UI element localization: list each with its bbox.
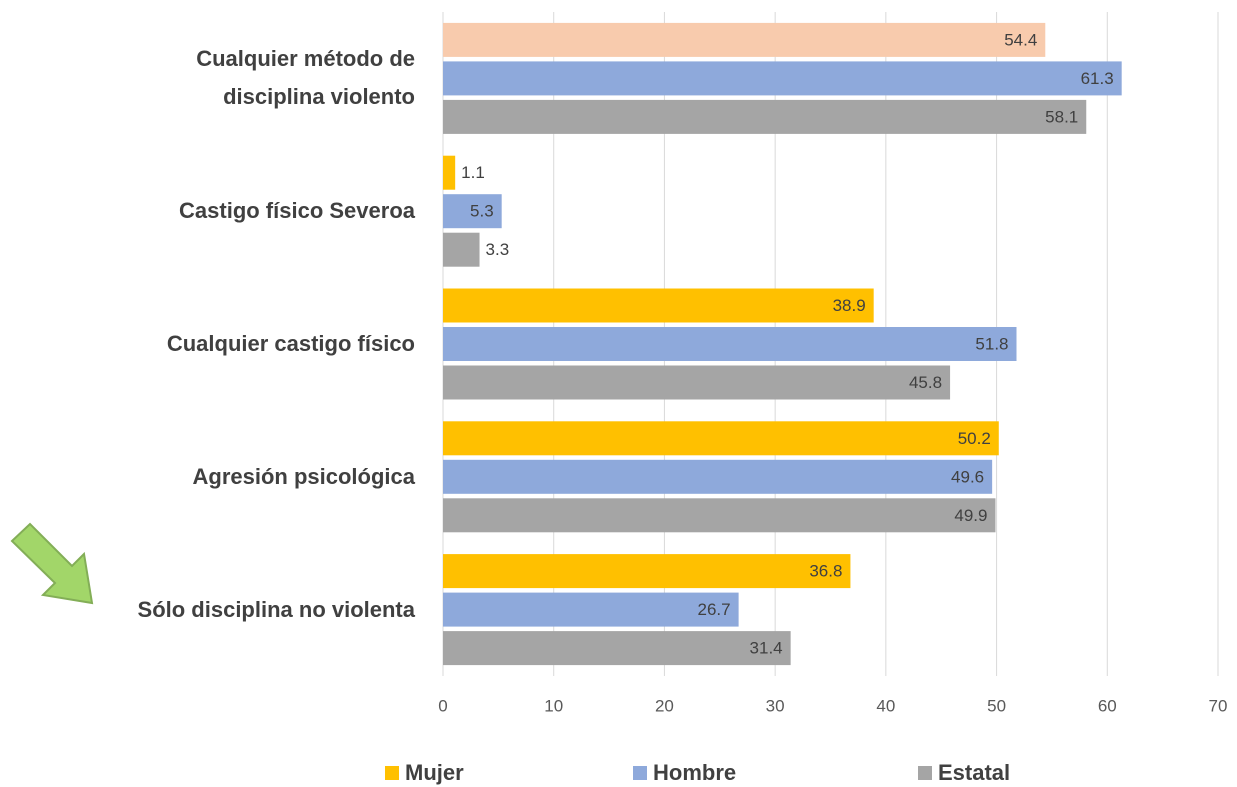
value-label: 58.1 [1045, 107, 1078, 126]
value-label: 54.4 [1004, 30, 1037, 49]
bar [443, 498, 996, 533]
value-label: 3.3 [486, 240, 510, 259]
x-tick-label: 0 [438, 696, 447, 715]
value-label: 61.3 [1081, 69, 1114, 88]
arrow [10, 522, 94, 605]
value-label: 26.7 [698, 600, 731, 619]
bar [443, 327, 1017, 361]
legend-label: Mujer [405, 760, 464, 785]
bar [443, 365, 951, 400]
x-tick-label: 20 [655, 696, 674, 715]
value-label: 38.9 [833, 296, 866, 315]
category-label: Sólo disciplina no violenta [137, 596, 415, 622]
legend-swatch [385, 766, 399, 780]
category-label: Cualquier castigo físico [166, 331, 415, 356]
value-label: 5.3 [470, 202, 494, 221]
bar [443, 155, 456, 190]
x-tick-label: 50 [987, 696, 1006, 715]
bar [443, 421, 999, 456]
bar [443, 194, 502, 229]
value-label: 49.9 [954, 506, 987, 525]
bar [443, 232, 480, 267]
bar [443, 99, 1087, 134]
value-label: 50.2 [958, 429, 991, 448]
value-label: 51.8 [975, 334, 1008, 353]
bar [443, 61, 1122, 96]
category-label: Agresión psicológica [192, 463, 416, 489]
bar [443, 288, 874, 323]
bar [443, 631, 791, 666]
x-tick-label: 40 [876, 696, 895, 715]
x-tick-label: 70 [1209, 696, 1228, 715]
x-tick-label: 60 [1098, 696, 1117, 715]
bar [443, 22, 1046, 57]
legend-label: Estatal [938, 760, 1010, 785]
legend-swatch [918, 766, 932, 780]
value-label: 45.8 [909, 373, 942, 392]
value-label: 36.8 [809, 562, 842, 581]
category-label: Castigo físico Severoa [179, 198, 415, 224]
category-label: Cualquier método de disciplina violento [196, 46, 415, 110]
value-label: 49.6 [951, 467, 984, 486]
bar [443, 459, 993, 494]
x-tick-label: 30 [766, 696, 785, 715]
value-label: 31.4 [750, 639, 783, 658]
bar [443, 554, 851, 589]
bar [443, 592, 739, 627]
legend-label: Hombre [653, 760, 736, 785]
x-tick-label: 10 [544, 696, 563, 715]
legend-swatch [633, 766, 647, 780]
value-label: 1.1 [461, 163, 485, 182]
